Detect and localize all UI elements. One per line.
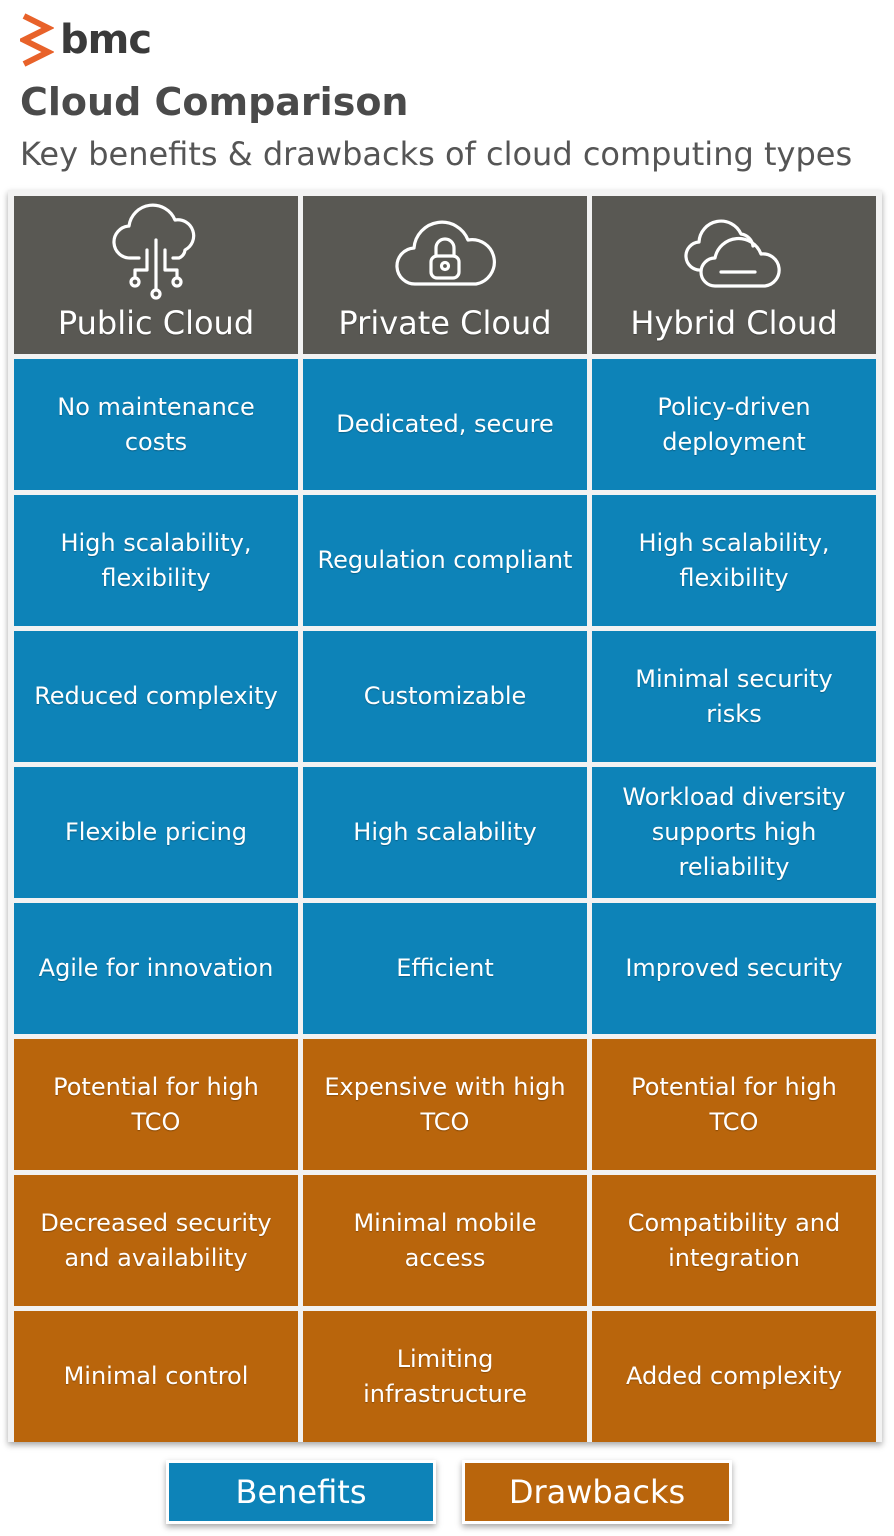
overlapping-clouds-icon <box>684 219 781 288</box>
drawback-cell: Expensive with high TCO <box>303 1039 587 1170</box>
column-header-hybrid-cloud: Hybrid Cloud <box>592 196 876 354</box>
cloud-lock-icon <box>395 220 496 286</box>
benefit-cell: High scalability, flexibility <box>14 495 298 626</box>
column-header-label: Hybrid Cloud <box>630 304 838 342</box>
benefit-cell: Workload diversity supports high reliabi… <box>592 767 876 898</box>
benefit-cell: Policy-driven deployment <box>592 359 876 490</box>
drawback-cell: Added complexity <box>592 1311 876 1442</box>
cloud-network-icon <box>112 203 196 300</box>
drawback-cell: Minimal control <box>14 1311 298 1442</box>
column-header-label: Public Cloud <box>57 304 255 342</box>
benefit-cell: No maintenance costs <box>14 359 298 490</box>
benefit-cell: Regulation compliant <box>303 495 587 626</box>
column-header-label: Private Cloud <box>338 304 552 342</box>
drawback-cell: Potential for high TCO <box>592 1039 876 1170</box>
drawback-cell: Limiting infrastructure <box>303 1311 587 1442</box>
drawback-cell: Potential for high TCO <box>14 1039 298 1170</box>
page-title: Cloud Comparison <box>20 80 409 124</box>
legend-benefits: Benefits <box>166 1460 436 1524</box>
drawback-cell: Compatibility and integration <box>592 1175 876 1306</box>
benefit-cell: High scalability <box>303 767 587 898</box>
benefit-cell: Dedicated, secure <box>303 359 587 490</box>
drawback-cell: Minimal mobile access <box>303 1175 587 1306</box>
brand-name: bmc <box>60 17 152 63</box>
bmc-chevron-icon <box>20 13 54 67</box>
benefit-cell: Improved security <box>592 903 876 1034</box>
benefit-cell: Minimal security risks <box>592 631 876 762</box>
column-header-private-cloud: Private Cloud <box>303 196 587 354</box>
legend-drawbacks: Drawbacks <box>462 1460 732 1524</box>
benefit-cell: Efficient <box>303 903 587 1034</box>
brand-logo: bmc <box>20 12 152 68</box>
column-header-public-cloud: Public Cloud <box>14 196 298 354</box>
benefit-cell: Customizable <box>303 631 587 762</box>
benefit-cell: High scalability, flexibility <box>592 495 876 626</box>
drawback-cell: Decreased security and availability <box>14 1175 298 1306</box>
comparison-table: Public Cloud Private Cloud Hybrid Cloud … <box>14 196 876 1442</box>
benefit-cell: Reduced complexity <box>14 631 298 762</box>
page-subtitle: Key benefits & drawbacks of cloud comput… <box>20 135 853 173</box>
benefit-cell: Flexible pricing <box>14 767 298 898</box>
benefit-cell: Agile for innovation <box>14 903 298 1034</box>
